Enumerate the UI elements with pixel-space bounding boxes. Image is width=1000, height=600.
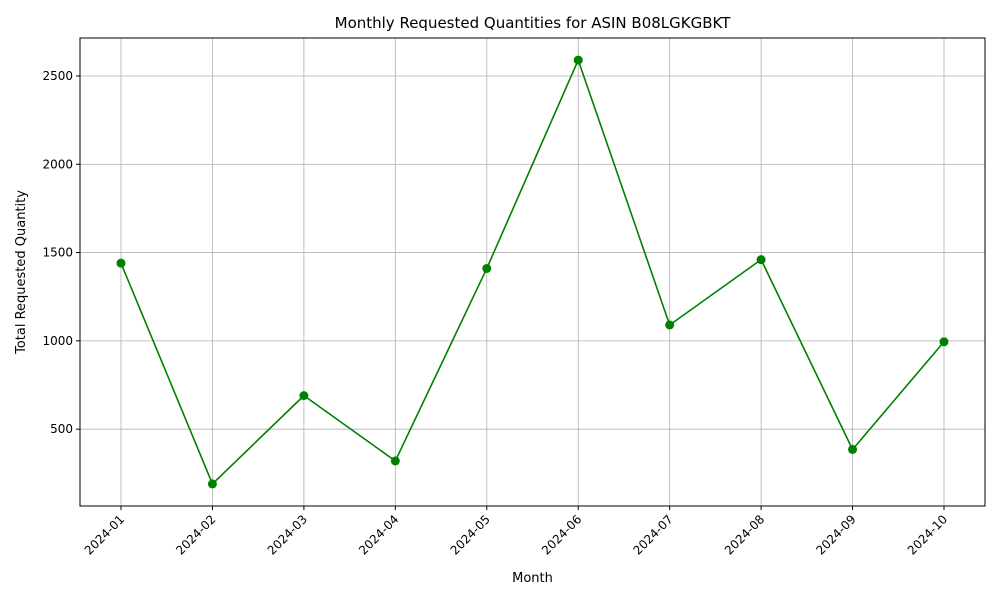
y-tick-label: 1500: [42, 246, 73, 260]
y-tick-label: 2000: [42, 157, 73, 171]
data-point: [939, 337, 949, 347]
plot-frame: [79, 37, 986, 507]
chart-title: Monthly Requested Quantities for ASIN B0…: [335, 14, 732, 32]
data-point: [665, 320, 675, 330]
data-point: [207, 479, 217, 489]
x-axis-label: Month: [512, 571, 553, 586]
data-point: [756, 255, 766, 265]
series-group: [116, 55, 949, 489]
y-tick-label: 2500: [42, 69, 73, 83]
y-axis-label: Total Requested Quantity: [14, 190, 29, 355]
y-tick-label: 1000: [42, 334, 73, 348]
data-point: [573, 55, 583, 65]
data-point: [848, 444, 858, 454]
data-point: [116, 258, 126, 268]
data-point: [390, 456, 400, 466]
y-tick-label: 500: [50, 422, 73, 436]
data-point: [482, 263, 492, 273]
data-point: [299, 391, 309, 401]
series-line: [120, 59, 945, 485]
